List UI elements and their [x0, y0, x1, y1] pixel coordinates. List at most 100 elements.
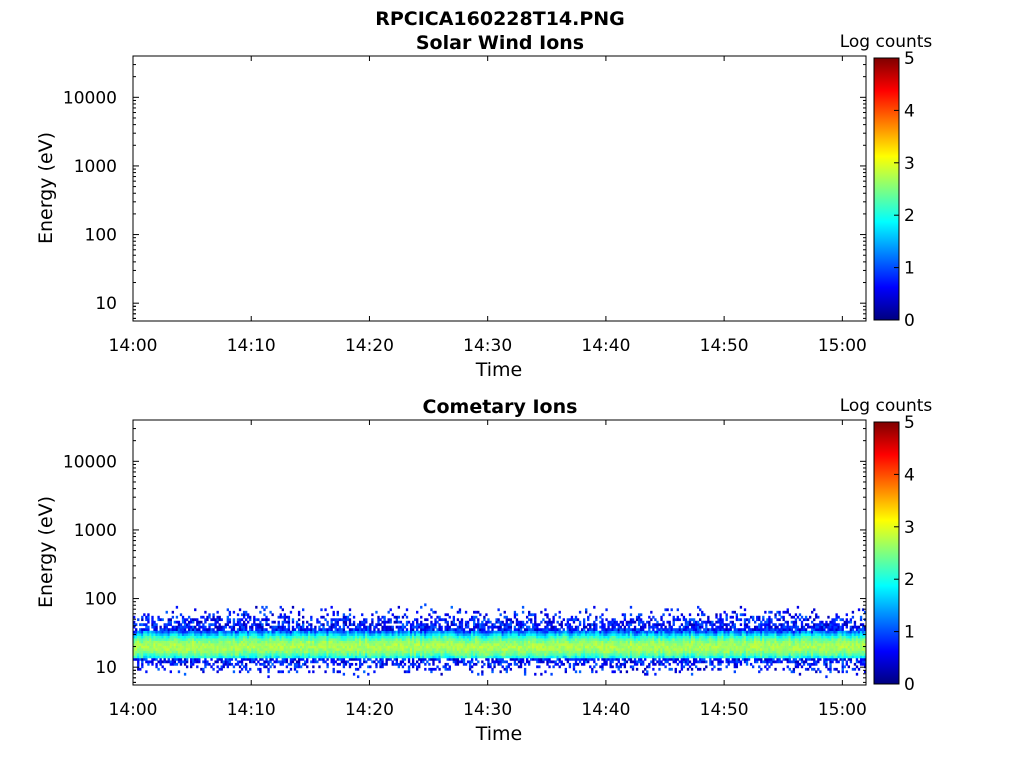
heatmap-cell	[470, 635, 474, 639]
heatmap-cell	[697, 625, 700, 629]
heatmap-cell	[145, 633, 148, 636]
heatmap-cell	[312, 628, 315, 631]
heatmap-cell	[631, 665, 635, 669]
heatmap-cell	[381, 650, 384, 654]
heatmap-cell	[574, 643, 578, 646]
heatmap-cell	[242, 623, 246, 627]
heatmap-cell	[666, 655, 669, 659]
heatmap-cell	[348, 635, 352, 639]
heatmap-cell	[574, 660, 578, 664]
heatmap-cell	[411, 638, 415, 641]
heatmap-cell	[210, 628, 213, 631]
heatmap-cell	[619, 628, 622, 631]
heatmap-cell	[214, 640, 217, 644]
heatmap-cell	[562, 635, 565, 639]
heatmap-cell	[637, 615, 641, 619]
heatmap-cell	[670, 640, 673, 644]
heatmap-cell	[151, 635, 154, 639]
heatmap-cell	[456, 628, 460, 631]
heatmap-cell	[528, 645, 531, 649]
heatmap-cell	[684, 655, 688, 659]
heatmap-cell	[501, 645, 504, 649]
heatmap-cell	[344, 655, 348, 659]
heatmap-cell	[403, 643, 407, 646]
heatmap-cell	[546, 640, 549, 644]
heatmap-cell	[271, 653, 274, 656]
heatmap-cell	[676, 657, 679, 661]
heatmap-cell	[448, 625, 451, 629]
heatmap-cell	[312, 650, 315, 654]
heatmap-cell	[348, 648, 352, 651]
heatmap-cell	[393, 630, 396, 634]
heatmap-cell	[289, 645, 293, 649]
heatmap-cell	[477, 650, 480, 654]
heatmap-cell	[308, 638, 311, 641]
heatmap-cell	[597, 653, 600, 656]
heatmap-cell	[515, 618, 519, 622]
heatmap-cell	[562, 653, 565, 656]
heatmap-cell	[297, 655, 301, 659]
heatmap-cell	[359, 662, 362, 666]
heatmap-cell	[375, 665, 378, 669]
heatmap-cell	[589, 635, 592, 639]
heatmap-cell	[475, 655, 478, 659]
heatmap-cell	[491, 670, 494, 674]
heatmap-cell	[322, 630, 325, 634]
heatmap-cell	[407, 650, 411, 654]
heatmap-cell	[185, 650, 189, 654]
heatmap-cell	[336, 620, 339, 624]
heatmap-cell	[216, 630, 219, 634]
heatmap-cell	[572, 657, 576, 661]
heatmap-cell	[546, 623, 549, 627]
heatmap-cell	[393, 633, 396, 636]
heatmap-cell	[544, 640, 547, 644]
heatmap-cell	[587, 630, 590, 634]
heatmap-cell	[420, 615, 423, 619]
heatmap-cell	[267, 623, 270, 627]
heatmap-cell	[208, 635, 211, 639]
heatmap-cell	[285, 648, 289, 651]
heatmap-cell	[238, 618, 242, 622]
heatmap-cell	[631, 635, 635, 639]
heatmap-cell	[332, 670, 335, 674]
heatmap-cell	[263, 645, 266, 649]
heatmap-cell	[275, 645, 278, 649]
heatmap-cell	[228, 638, 232, 641]
heatmap-cell	[365, 630, 368, 634]
heatmap-cell	[312, 653, 315, 656]
heatmap-cell	[629, 620, 633, 624]
heatmap-cell	[334, 620, 337, 624]
heatmap-cell	[428, 640, 431, 644]
heatmap-cell	[291, 633, 295, 636]
heatmap-cell	[153, 633, 156, 636]
heatmap-cell	[589, 655, 592, 659]
heatmap-cell	[485, 650, 488, 654]
heatmap-cell	[694, 623, 698, 627]
heatmap-cell	[310, 623, 313, 627]
heatmap-cell	[652, 643, 655, 646]
heatmap-cell	[409, 655, 413, 659]
heatmap-cell	[454, 650, 458, 654]
heatmap-cell	[265, 628, 268, 631]
heatmap-cell	[646, 665, 649, 669]
heatmap-cell	[367, 633, 370, 636]
heatmap-cell	[185, 657, 189, 661]
heatmap-cell	[605, 633, 608, 636]
heatmap-cell	[456, 625, 460, 629]
heatmap-cell	[283, 615, 287, 619]
heatmap-cell	[179, 623, 183, 627]
heatmap-cell	[407, 633, 411, 636]
heatmap-cell	[240, 648, 244, 651]
heatmap-cell	[548, 638, 551, 641]
heatmap-cell	[550, 625, 553, 629]
heatmap-cell	[668, 613, 671, 617]
heatmap-cell	[232, 630, 236, 634]
heatmap-cell	[576, 633, 580, 636]
heatmap-cell	[544, 638, 547, 641]
heatmap-cell	[593, 640, 596, 644]
heatmap-cell	[475, 635, 478, 639]
heatmap-cell	[566, 648, 570, 651]
heatmap-cell	[701, 640, 704, 644]
heatmap-cell	[267, 638, 270, 641]
heatmap-cell	[422, 657, 425, 661]
